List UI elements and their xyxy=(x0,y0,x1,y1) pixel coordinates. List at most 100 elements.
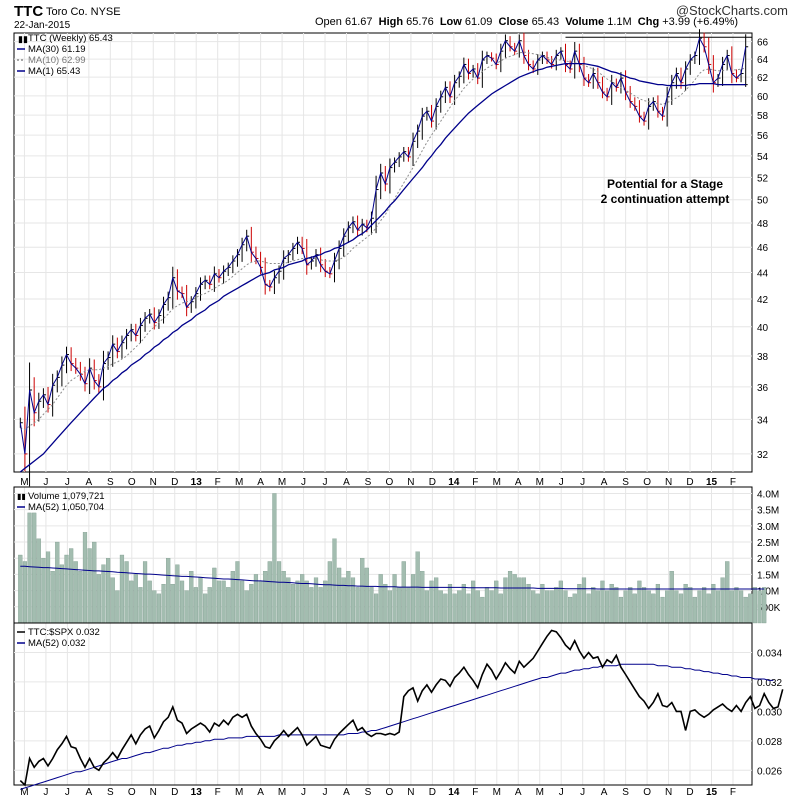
volume-bar xyxy=(618,596,624,624)
volume-bar xyxy=(147,580,152,624)
volume-bar xyxy=(119,554,125,624)
volume-bar xyxy=(341,577,346,624)
volume-bar xyxy=(549,590,554,624)
price-x-label: F xyxy=(472,477,478,488)
volume-bar xyxy=(410,574,416,624)
volume-bar xyxy=(87,548,92,624)
volume-bar xyxy=(170,583,175,624)
ratio-x-label: D xyxy=(686,787,693,795)
volume-bar xyxy=(498,593,503,624)
volume-bar xyxy=(152,590,157,624)
volume-bar xyxy=(59,564,64,624)
volume-bar xyxy=(609,583,614,624)
volume-bar xyxy=(267,561,272,624)
volume-bar xyxy=(383,583,388,624)
volume-bar xyxy=(531,590,536,624)
price-tick-label: 52 xyxy=(757,173,769,184)
volume-bar xyxy=(138,587,143,624)
volume-bar xyxy=(295,580,300,624)
volume-bar xyxy=(387,590,393,624)
volume-bar xyxy=(355,587,360,624)
ratio-x-label: M xyxy=(278,787,286,795)
price-x-label: J xyxy=(43,477,48,488)
price-tick-label: 38 xyxy=(757,352,769,363)
price-x-label: D xyxy=(429,477,436,488)
price-x-label: M xyxy=(536,477,544,488)
volume-bar xyxy=(286,577,291,624)
ratio-x-label: A xyxy=(601,787,608,795)
price-tick-label: 34 xyxy=(757,415,769,426)
brand-logo: @StockCharts.com xyxy=(675,3,788,18)
volume-panel: 500K 1.0M 1.5M 2.0M 2.5M 3.0M 3.5M 4.0M Volume 1… xyxy=(13,486,781,624)
volume-bar xyxy=(337,567,342,624)
ratio-x-label: J xyxy=(323,787,328,795)
ratio-tick-label: 0.032 xyxy=(757,678,782,689)
volume-bar xyxy=(323,580,328,624)
ratio-x-label: M xyxy=(493,787,501,795)
volume-bar xyxy=(651,593,656,624)
volume-bar xyxy=(27,512,32,624)
volume-bar xyxy=(554,587,559,624)
volume-bar xyxy=(124,561,129,624)
volume-bar xyxy=(544,590,550,624)
price-x-label: A xyxy=(257,477,264,488)
volume-bar xyxy=(438,590,443,624)
price-tick-label: 58 xyxy=(757,111,769,122)
volume-bar xyxy=(133,574,138,624)
volume-label: Volume xyxy=(565,16,605,28)
volume-bar xyxy=(244,590,249,624)
price-tick-label: 40 xyxy=(757,323,769,334)
ratio-x-label: F xyxy=(730,787,736,795)
price-x-label: D xyxy=(171,477,178,488)
volume-bar xyxy=(586,593,591,624)
ratio-legend-entry: MA(52) 0.032 xyxy=(28,638,86,649)
price-x-label: D xyxy=(686,477,693,488)
volume-bar xyxy=(660,596,665,624)
volume-bar xyxy=(568,596,573,624)
price-tick-label: 50 xyxy=(757,196,769,207)
annotation-line-2: 2 continuation attempt xyxy=(601,192,730,206)
ratio-x-label: J xyxy=(580,787,585,795)
volume-bar xyxy=(263,571,268,624)
price-tick-label: 64 xyxy=(757,55,769,66)
volume-bar xyxy=(198,577,203,624)
open-value: 61.67 xyxy=(344,16,373,28)
ratio-x-label: A xyxy=(343,787,350,795)
volume-bar xyxy=(392,574,397,624)
volume-bar xyxy=(434,577,439,624)
ratio-tick-label: 0.028 xyxy=(757,737,782,748)
volume-bar xyxy=(207,587,212,624)
volume-bar xyxy=(729,590,734,624)
ratio-x-label: 13 xyxy=(191,787,203,795)
price-x-label: F xyxy=(730,477,736,488)
price-x-label: M xyxy=(20,477,28,488)
volume-bar xyxy=(697,590,702,624)
price-x-label: O xyxy=(643,477,651,488)
volume-bar xyxy=(110,577,115,624)
ratio-line xyxy=(19,629,784,787)
volume-bar xyxy=(475,590,480,624)
volume-bar xyxy=(129,580,134,624)
price-tick-label: 60 xyxy=(757,92,769,103)
volume-bar xyxy=(115,590,120,624)
ratio-x-label: D xyxy=(429,787,436,795)
volume-bar xyxy=(540,583,545,624)
ratio-legend-entry: TTC:$SPX 0.032 xyxy=(28,627,100,638)
volume-bar xyxy=(106,558,111,624)
chg-value: +3.99 (+6.49%) xyxy=(662,16,739,28)
high-value: 65.76 xyxy=(406,16,434,28)
volume-bar xyxy=(683,583,688,624)
price-tick-label: 62 xyxy=(757,73,769,84)
volume-bar xyxy=(226,587,231,624)
annotation-line-1: Potential for a Stage xyxy=(607,177,723,191)
volume-bar xyxy=(688,587,693,624)
volume-bar xyxy=(443,593,448,624)
volume-tick-label: 500K xyxy=(757,603,781,614)
volume-bar xyxy=(461,583,466,624)
volume-bar xyxy=(604,590,610,624)
volume-bar xyxy=(369,587,374,624)
ratio-x-label: F xyxy=(215,787,221,795)
volume-bar xyxy=(161,583,166,624)
legend-icon: ▮▮ xyxy=(18,34,28,44)
